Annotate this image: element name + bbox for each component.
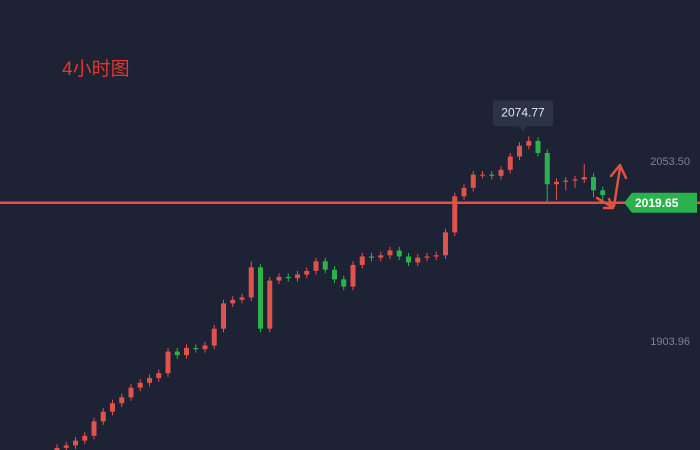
candle-body: [498, 169, 504, 176]
candle-body: [230, 299, 236, 304]
candle-body: [535, 140, 541, 153]
candle-body: [461, 187, 467, 197]
candle-body: [91, 421, 97, 436]
arrow-head: [602, 197, 615, 210]
candle-body: [221, 303, 226, 329]
candle-body: [433, 255, 439, 257]
candle-body: [248, 267, 254, 298]
candle-body: [526, 140, 532, 146]
candle-body: [443, 232, 448, 256]
candle-body: [304, 270, 310, 275]
arrow-head: [609, 163, 628, 180]
candle-body: [128, 387, 134, 398]
candle-body: [369, 256, 374, 258]
candle-body: [332, 269, 337, 280]
chart-title: 4小时图: [62, 58, 130, 80]
y-tick-label: 2053.50: [650, 156, 690, 168]
candle-body: [295, 274, 300, 279]
candle-body: [239, 297, 245, 300]
candle-body: [156, 373, 162, 379]
candle-body: [600, 190, 606, 196]
candle-body: [415, 257, 421, 263]
candle-body: [313, 261, 319, 271]
candle-body: [193, 347, 199, 350]
candle-body: [572, 179, 578, 181]
candle-body: [563, 180, 569, 182]
candle-body: [359, 256, 365, 265]
candle-body: [544, 152, 550, 185]
annotation-box: [493, 100, 553, 127]
candle-body: [554, 181, 559, 185]
annotation-label: 2074.77: [501, 106, 545, 120]
candle-body: [581, 177, 587, 180]
candle-body: [165, 351, 171, 374]
candle-body: [110, 403, 115, 412]
candle-body: [396, 250, 402, 257]
candle-body: [276, 276, 282, 281]
arrow: [595, 196, 614, 209]
annotation-pointer: [519, 126, 527, 132]
candle-body: [489, 174, 495, 176]
candle-body: [119, 397, 125, 404]
candle-body: [341, 279, 347, 287]
candle-body: [147, 378, 152, 383]
candle-body: [211, 328, 217, 346]
candle-body: [591, 177, 596, 191]
y-tick-label: 1903.96: [650, 336, 690, 348]
price-tag: [624, 192, 697, 213]
candle-body: [285, 276, 291, 279]
candle-body: [267, 280, 273, 329]
candle-body: [137, 382, 143, 388]
candle-body: [184, 347, 189, 356]
candle-body: [480, 174, 485, 176]
candle-body: [378, 255, 384, 258]
candle-body: [63, 445, 69, 448]
candle-body: [517, 145, 522, 157]
candle-body: [54, 447, 60, 450]
candle-body: [507, 156, 513, 170]
candle-body: [73, 440, 78, 446]
candle-body: [424, 256, 430, 258]
candle-body: [470, 174, 476, 188]
candle-body: [350, 264, 356, 287]
arrow: [612, 166, 622, 208]
candle-body: [202, 345, 208, 350]
candle-body: [100, 411, 106, 422]
plot: 2053.50 1903.96 2019.65 2074.77: [0, 100, 700, 450]
candle-body: [258, 267, 263, 329]
candle-body: [387, 250, 393, 256]
candle-body: [174, 351, 180, 356]
arrows: [595, 163, 628, 210]
price-label: 2019.65: [635, 196, 679, 210]
candle-body: [322, 261, 328, 270]
candle-body: [82, 435, 88, 441]
candle-body: [452, 196, 458, 233]
candle-body: [406, 256, 411, 263]
